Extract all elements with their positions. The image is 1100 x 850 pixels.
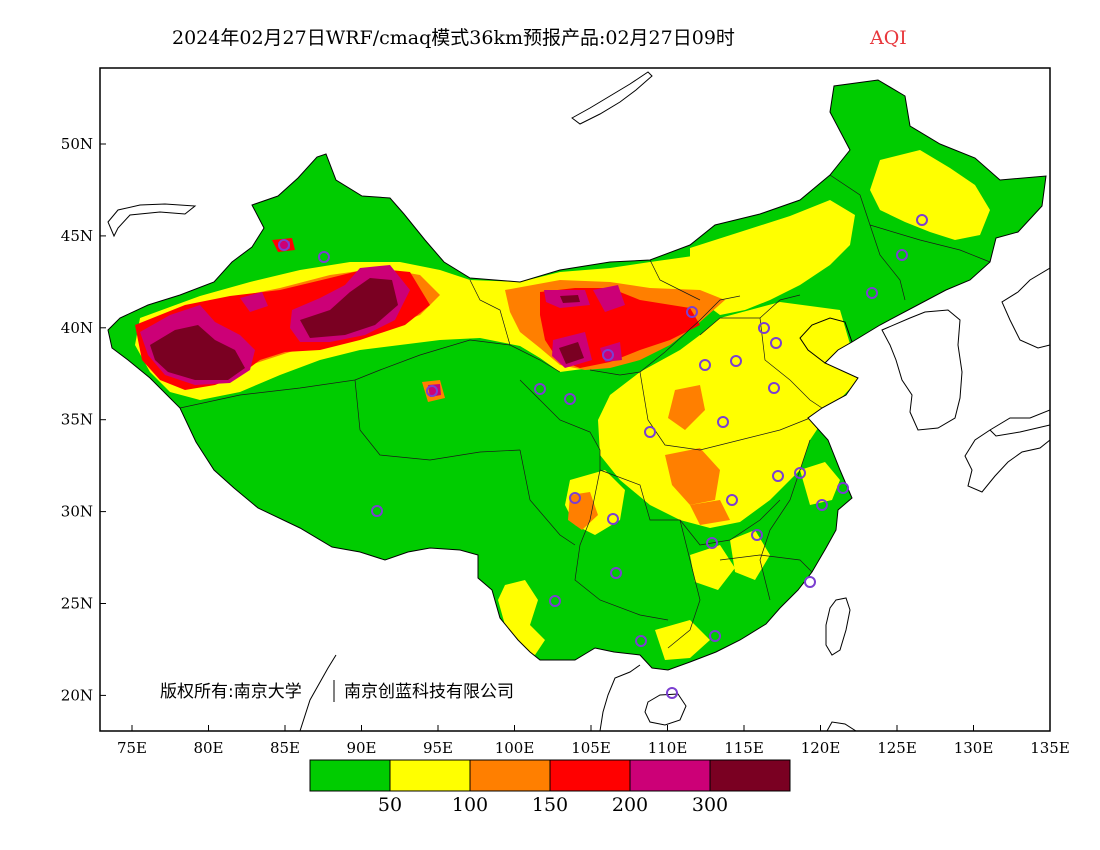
- map-area: 版权所有:南京大学 南京创蓝科技有限公司: [107, 71, 1050, 731]
- lon-tick-label: 90E: [346, 739, 376, 757]
- legend-label: 300: [692, 794, 728, 816]
- lon-tick-label: 100E: [495, 739, 535, 757]
- lon-tick-label: 105E: [571, 739, 611, 757]
- lat-tick-label: 25N: [61, 595, 93, 613]
- legend-swatch: [389, 759, 471, 792]
- map-title: 2024年02月27日WRF/cmaq模式36km预报产品:02月27日09时: [172, 27, 735, 49]
- legend-label: 150: [532, 794, 568, 816]
- legend-frame: [309, 759, 791, 792]
- lon-tick-label: 95E: [423, 739, 453, 757]
- station-markers: [278, 214, 928, 699]
- lat-tick-label: 50N: [61, 135, 93, 153]
- map-frame: [99, 67, 1051, 732]
- lat-tick-label: 45N: [61, 227, 93, 245]
- legend-swatch: [549, 759, 631, 792]
- lon-tick-label: 120E: [801, 739, 841, 757]
- lon-tick-label: 115E: [724, 739, 764, 757]
- lon-tick-label: 110E: [648, 739, 688, 757]
- legend-swatch: [309, 759, 391, 792]
- legend-swatch: [709, 759, 791, 792]
- legend-label: 200: [612, 794, 648, 816]
- lat-tick-label: 30N: [61, 503, 93, 521]
- lat-tick-label: 40N: [61, 319, 93, 337]
- legend-swatch: [469, 759, 551, 792]
- lat-tick-label: 35N: [61, 411, 93, 429]
- longitude-axis: 75E 80E 85E 90E 95E 100E 105E 110E 115E 120E 125E 1…: [117, 725, 1070, 757]
- lon-tick-label: 85E: [270, 739, 300, 757]
- copyright-part1: 版权所有:南京大学: [160, 682, 302, 702]
- lon-tick-label: 135E: [1030, 739, 1070, 757]
- legend-label: 100: [452, 794, 488, 816]
- copyright-part2: 南京创蓝科技有限公司: [344, 682, 514, 702]
- lat-tick-label: 20N: [61, 686, 93, 704]
- legend-label: 50: [378, 794, 402, 816]
- legend-swatch: [629, 759, 711, 792]
- lon-tick-label: 80E: [193, 739, 223, 757]
- lon-tick-label: 75E: [117, 739, 147, 757]
- lon-tick-label: 125E: [877, 739, 917, 757]
- variable-label: AQI: [869, 27, 907, 49]
- aqi-legend: 50 100 150 200 300: [309, 759, 791, 816]
- lon-tick-label: 130E: [954, 739, 994, 757]
- latitude-axis: 50N 45N 40N 35N 30N 25N 20N: [61, 135, 106, 704]
